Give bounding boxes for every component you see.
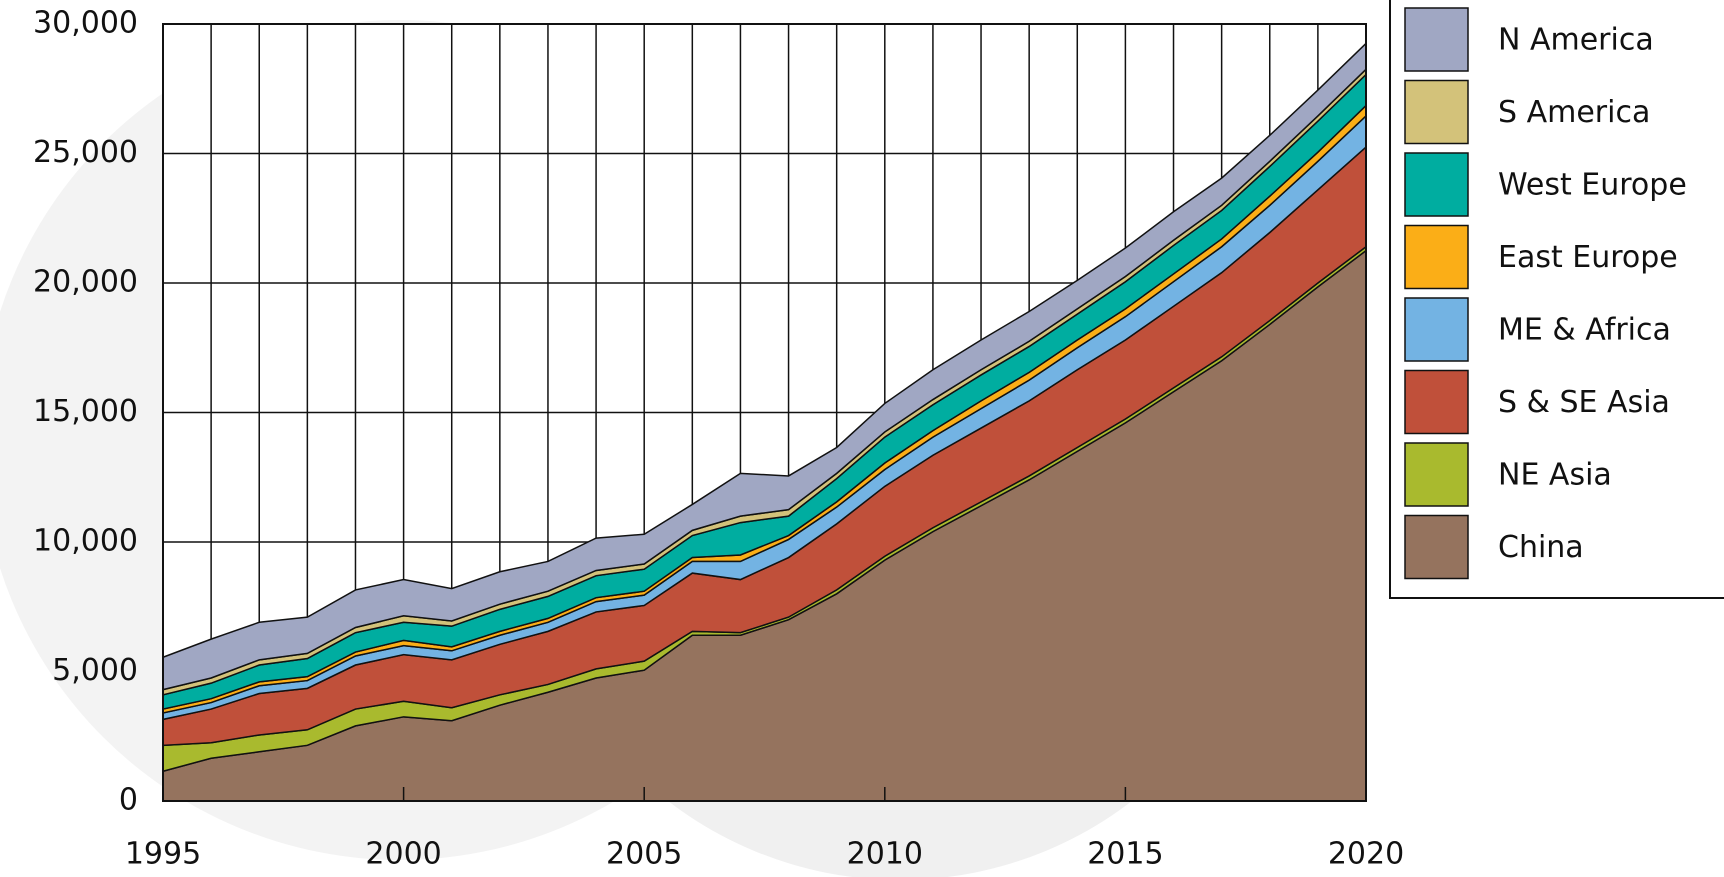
y-tick-label: 25,000	[33, 135, 138, 170]
y-tick-label: 30,000	[33, 6, 138, 41]
legend-swatch	[1404, 224, 1469, 290]
y-tick-label: 10,000	[33, 524, 138, 559]
legend-swatch	[1404, 369, 1469, 435]
legend-label: S America	[1498, 95, 1650, 130]
y-tick-label: 5,000	[52, 653, 138, 688]
legend-label: ME & Africa	[1498, 313, 1671, 348]
legend-swatch	[1404, 7, 1469, 72]
plot-frame	[162, 23, 1367, 802]
legend-label: NE Asia	[1498, 458, 1612, 493]
legend-label: East Europe	[1498, 240, 1678, 275]
x-tick-label: 2015	[1087, 837, 1163, 872]
y-tick-label: 0	[119, 783, 138, 818]
y-tick-label: 20,000	[33, 265, 138, 300]
legend-label: N America	[1498, 23, 1654, 58]
y-tick-label: 15,000	[33, 394, 138, 429]
legend-swatch	[1404, 514, 1469, 580]
x-tick-label: 1995	[125, 837, 201, 872]
legend-swatch	[1404, 152, 1469, 217]
x-tick-label: 2005	[606, 837, 682, 872]
legend-swatch	[1404, 297, 1469, 362]
legend-label: West Europe	[1498, 168, 1687, 203]
x-tick-label: 2010	[847, 837, 923, 872]
legend-swatch	[1404, 79, 1469, 145]
legend-label: China	[1498, 530, 1584, 565]
legend: N America S America West Europe East Europe…	[1389, 0, 1724, 599]
x-tick-label: 2020	[1328, 837, 1404, 872]
x-tick-label: 2000	[365, 837, 441, 872]
legend-label: S & SE Asia	[1498, 385, 1670, 420]
legend-swatch	[1404, 442, 1469, 507]
